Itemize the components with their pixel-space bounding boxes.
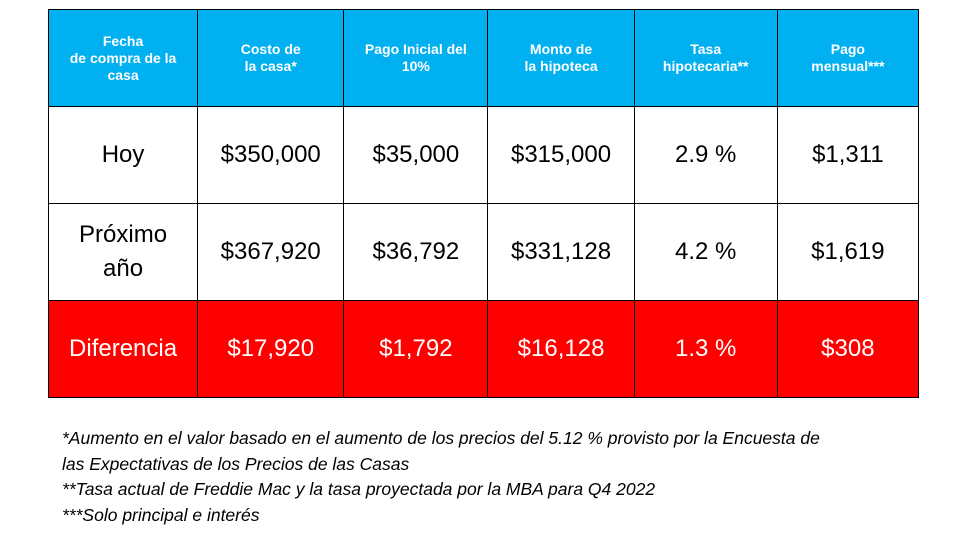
header-line: Pago — [830, 41, 865, 57]
monthly-payment-cell: $1,619 — [776, 203, 920, 301]
header-line: Monto de — [529, 41, 593, 57]
footnote-2: **Tasa actual de Freddie Mac y la tasa p… — [62, 479, 656, 499]
header-line: la hipoteca — [524, 58, 598, 74]
home-cost-cell: $367,920 — [197, 203, 345, 301]
mortgage-comparison-table: Fecha de compra de la casa Costo de la casa*… — [47, 9, 920, 398]
mortgage-amount-cell: $315,000 — [487, 106, 635, 204]
mortgage-amount-cell: $16,128 — [487, 300, 635, 398]
header-line: Fecha — [102, 32, 144, 49]
footnote-3: ***Solo principal e interés — [62, 504, 260, 525]
home-cost-cell: $17,920 — [197, 300, 345, 398]
row-label: año — [103, 255, 144, 282]
row-label: Próximo — [79, 221, 168, 248]
mortgage-rate-cell: 4.2 % — [633, 203, 778, 301]
header-line: Tasa — [690, 41, 722, 57]
header-line: Pago Inicial del — [364, 41, 467, 57]
row-difference: Diferencia $17,920 $1,792 $16,128 1.3 % $308 — [47, 300, 920, 398]
row-label-cell: Hoy — [47, 106, 199, 204]
monthly-payment-cell: $308 — [776, 300, 920, 398]
header-down-payment: Pago Inicial del 10% — [343, 9, 489, 107]
down-payment-cell: $35,000 — [343, 106, 489, 204]
row-label: Diferencia — [69, 335, 178, 362]
header-line: de compra de la — [69, 49, 177, 66]
footnote-1-cont: las Expectativas de los Precios de las C… — [62, 453, 410, 474]
mortgage-rate-cell: 2.9 % — [633, 106, 778, 204]
header-line: hipotecaria** — [662, 58, 749, 74]
mortgage-rate-cell: 1.3 % — [633, 300, 778, 398]
mortgage-amount-cell: $331,128 — [487, 203, 635, 301]
footnotes: *Aumento en el valor basado en el aument… — [62, 426, 942, 528]
header-monthly-payment: Pago mensual*** — [776, 9, 920, 107]
home-cost-cell: $350,000 — [197, 106, 345, 204]
header-row: Fecha de compra de la casa Costo de la casa*… — [47, 9, 920, 107]
row-label-cell: Diferencia — [47, 300, 199, 398]
header-line: 10% — [401, 58, 430, 74]
header-line: mensual*** — [811, 58, 885, 74]
header-purchase-date: Fecha de compra de la casa — [47, 9, 199, 107]
header-line: la casa* — [244, 58, 297, 74]
header-home-cost: Costo de la casa* — [197, 9, 345, 107]
row-label: Hoy — [101, 141, 145, 168]
row-today: Hoy $350,000 $35,000 $315,000 2.9 % $1,311 — [47, 106, 920, 204]
row-label-cell: Próximo año — [47, 203, 199, 301]
header-mortgage-rate: Tasa hipotecaria** — [633, 9, 778, 107]
monthly-payment-cell: $1,311 — [776, 106, 920, 204]
footnote-1: *Aumento en el valor basado en el aument… — [62, 428, 820, 448]
header-line: Costo de — [240, 41, 301, 57]
row-next-year: Próximo año $367,920 $36,792 $331,128 4.2 % $1… — [47, 203, 920, 301]
down-payment-cell: $1,792 — [343, 300, 489, 398]
down-payment-cell: $36,792 — [343, 203, 489, 301]
header-line: casa — [107, 66, 139, 83]
header-mortgage-amount: Monto de la hipoteca — [487, 9, 635, 107]
